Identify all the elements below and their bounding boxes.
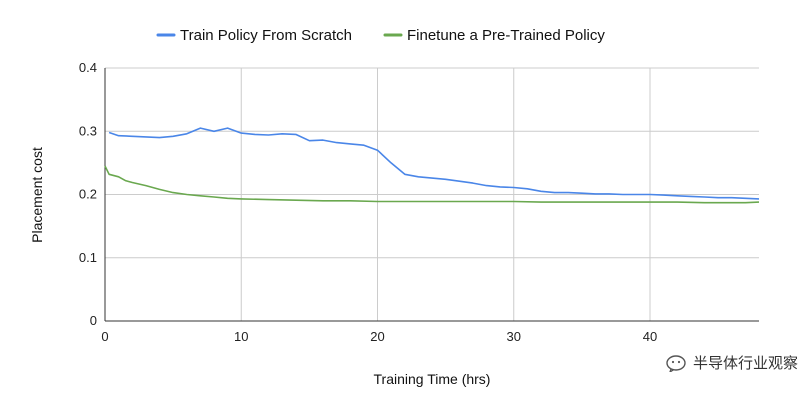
series-line-1: [108, 127, 760, 200]
y-tick-label: 0.4: [79, 60, 97, 75]
y-tick-label: 0.1: [79, 250, 97, 265]
x-axis-label: Training Time (hrs): [374, 371, 491, 387]
y-tick-label: 0.2: [79, 187, 97, 202]
legend-label-1: Train Policy From Scratch: [180, 27, 352, 44]
x-tick-label: 20: [370, 329, 384, 344]
x-tick-label: 10: [234, 329, 248, 344]
y-axis-label: Placement cost: [29, 147, 45, 243]
series-line-2: [104, 165, 760, 204]
wechat-bubble-icon: [666, 354, 686, 372]
legend-label-2: Finetune a Pre-Trained Policy: [407, 27, 605, 44]
ticks: 0 0.1 0.2 0.3 0.4 0 10 20 30 40: [79, 60, 657, 344]
x-tick-label: 40: [643, 329, 657, 344]
y-tick-label: 0.3: [79, 123, 97, 138]
watermark: 半导体行业观察: [665, 352, 798, 373]
axes: [104, 68, 759, 322]
legend: Train Policy From Scratch Finetune a Pre-…: [156, 27, 605, 44]
x-tick-label: 0: [101, 329, 108, 344]
y-tick-label: 0: [90, 313, 97, 328]
watermark-text: 半导体行业观察: [692, 354, 798, 372]
x-tick-label: 30: [507, 329, 521, 344]
series-group: [104, 127, 760, 204]
